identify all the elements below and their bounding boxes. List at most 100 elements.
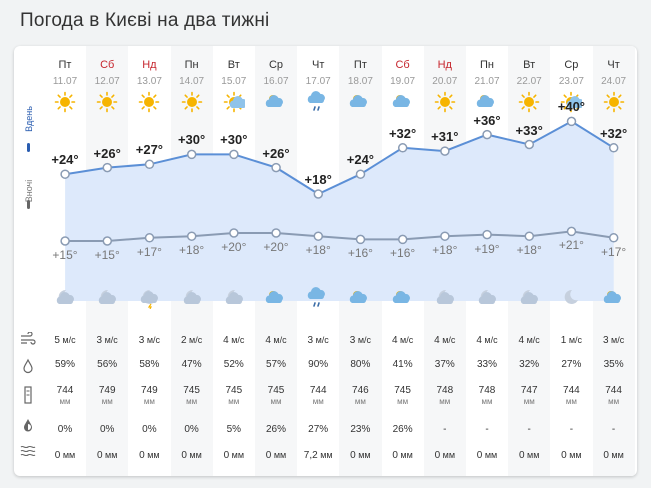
unit-label: мм <box>270 397 282 406</box>
cloud-sun-icon <box>382 287 424 311</box>
precip-prob-value: 5% <box>213 424 255 435</box>
rain-cloud-icon <box>297 287 339 311</box>
humidity-number: 35% <box>603 359 624 370</box>
day-name: Вт <box>227 59 240 71</box>
unit-label: мм <box>354 397 366 406</box>
precip-prob-number: - <box>527 424 531 435</box>
cloud-sun-icon <box>382 91 424 115</box>
day-date: 11.07 <box>52 76 78 87</box>
humidity-value: 37% <box>424 359 466 370</box>
precip-prob-number: 27% <box>308 424 329 435</box>
unit-label: мм <box>482 450 498 460</box>
wind-value: 4 м/с <box>382 335 424 346</box>
precip-number: 0 <box>139 450 145 461</box>
precip-prob-value: - <box>508 424 550 435</box>
moon-icon <box>550 287 592 311</box>
wind-value: 4 м/с <box>424 335 466 346</box>
pressure-value: 744 мм <box>44 385 86 407</box>
precip-number: 0 <box>223 450 230 461</box>
precip-prob-number: 26% <box>392 424 413 435</box>
unit-label: мм <box>143 397 155 406</box>
sun-icon <box>508 91 550 115</box>
night-temp-point <box>482 229 492 240</box>
pressure-number: 748 <box>436 385 454 396</box>
pressure-number: 745 <box>267 385 285 396</box>
pressure-value: 749 мм <box>128 385 170 407</box>
unit-label: мм <box>481 397 493 406</box>
pressure-value: 745 мм <box>213 385 255 407</box>
pressure-value: 747 мм <box>508 385 550 407</box>
unit-label: мм <box>60 450 76 460</box>
night-temp-point <box>608 233 619 243</box>
day-temp-point <box>397 143 408 153</box>
night-temp-point <box>524 231 535 241</box>
page-title: Погода в Києві на два тижні <box>20 10 270 31</box>
rain-cloud-icon <box>297 91 339 115</box>
unit-label: мм <box>186 450 202 460</box>
unit-label: м/с <box>144 335 161 345</box>
pressure-number: 748 <box>478 385 496 396</box>
pressure-value: 744 мм <box>297 385 339 407</box>
day-date: 22.07 <box>516 76 542 87</box>
day-temp-point <box>229 149 239 160</box>
sun-icon <box>44 91 86 115</box>
wind-number: 4 <box>265 335 271 346</box>
day-temp-point <box>271 162 281 173</box>
night-temp-label: +17° <box>136 244 162 259</box>
precip-prob-number: 5% <box>226 424 242 435</box>
wind-value: 2 м/с <box>171 335 213 346</box>
day-marker <box>27 143 30 152</box>
day-date: 14.07 <box>179 76 205 87</box>
wind-icon <box>20 331 38 348</box>
day-date: 20.07 <box>432 76 458 87</box>
precip-number: 0 <box>181 450 187 461</box>
unit-label: мм <box>397 397 409 406</box>
pressure-number: 746 <box>352 385 369 396</box>
day-temp-label: +36° <box>473 112 501 128</box>
unit-label: мм <box>312 397 324 406</box>
pressure-value: 745 мм <box>255 385 297 407</box>
wind-value: 4 м/с <box>466 335 508 346</box>
unit-label: м/с <box>228 335 245 345</box>
day-label: Вдень <box>24 106 34 132</box>
unit-label: м/с <box>439 335 456 345</box>
wind-value: 3 м/с <box>128 335 170 346</box>
humidity-number: 32% <box>519 359 540 370</box>
cloud-sun-icon <box>339 287 381 311</box>
unit-label: мм <box>228 397 240 406</box>
wind-number: 3 <box>96 335 103 346</box>
humidity-value: 35% <box>593 359 635 370</box>
night-temp-point <box>102 236 113 246</box>
day-temp-label: +30° <box>220 132 248 148</box>
unit-label: мм <box>101 397 113 406</box>
humidity-number: 37% <box>434 359 455 370</box>
wind-value: 3 м/с <box>339 335 381 346</box>
day-temp-label: +30° <box>177 132 206 148</box>
wind-number: 5 <box>54 335 60 346</box>
day-name: Нд <box>142 59 157 71</box>
precip-value: 0 мм <box>550 450 592 461</box>
day-name: Сб <box>100 59 115 71</box>
precip-value: 0 мм <box>466 450 508 461</box>
unit-label: мм <box>186 397 198 406</box>
day-temp-label: +26° <box>93 145 121 161</box>
unit-label: м/с <box>355 335 372 345</box>
sun-icon <box>86 91 128 115</box>
precip-value: 0 мм <box>593 450 635 461</box>
day-temp-point <box>440 146 450 156</box>
precip-value: 0 мм <box>128 450 170 461</box>
unit-label: мм <box>229 450 245 460</box>
night-temp-label: +18° <box>305 243 331 258</box>
pressure-icon <box>20 386 38 404</box>
day-temp-point <box>144 159 155 170</box>
day-temp-point <box>60 169 70 179</box>
wind-number: 4 <box>391 335 398 346</box>
night-temp-label: +21° <box>558 238 584 253</box>
day-name: Ср <box>268 59 284 71</box>
pressure-value: 744 мм <box>550 385 592 407</box>
night-temp-point <box>397 234 408 245</box>
humidity-number: 80% <box>350 359 371 370</box>
sun-icon <box>128 91 170 115</box>
precip-value: 0 мм <box>508 450 550 461</box>
humidity-value: 56% <box>86 359 128 370</box>
